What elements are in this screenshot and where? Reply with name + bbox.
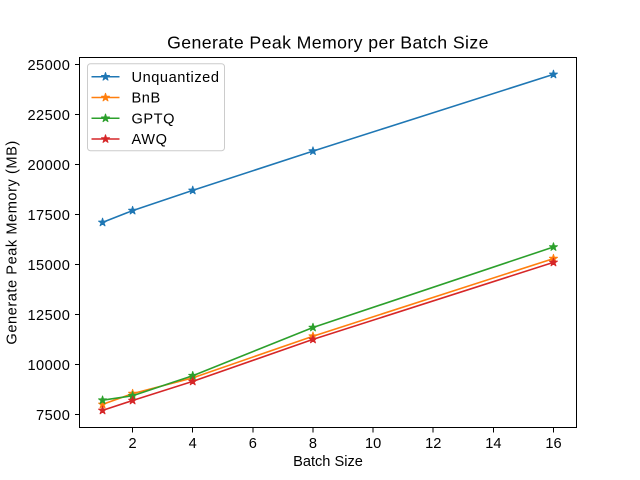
svg-text:20000: 20000 (27, 158, 70, 174)
svg-text:2: 2 (129, 436, 137, 452)
svg-text:16: 16 (545, 436, 561, 452)
svg-text:AWQ: AWQ (132, 132, 168, 148)
svg-text:15000: 15000 (27, 258, 70, 274)
svg-text:25000: 25000 (27, 58, 70, 74)
svg-text:GPTQ: GPTQ (132, 111, 176, 127)
svg-text:14: 14 (485, 436, 501, 452)
svg-text:Unquantized: Unquantized (132, 70, 220, 86)
svg-text:10000: 10000 (27, 358, 70, 374)
svg-text:17500: 17500 (27, 208, 70, 224)
svg-text:6: 6 (249, 436, 257, 452)
svg-text:12500: 12500 (27, 308, 70, 324)
svg-text:Generate Peak Memory (MB): Generate Peak Memory (MB) (5, 140, 21, 344)
svg-text:8: 8 (309, 436, 317, 452)
svg-text:10: 10 (365, 436, 381, 452)
svg-text:7500: 7500 (36, 408, 70, 424)
svg-text:Batch Size: Batch Size (293, 454, 363, 470)
svg-text:12: 12 (425, 436, 441, 452)
svg-text:Generate Peak Memory per Batch: Generate Peak Memory per Batch Size (167, 32, 489, 52)
svg-text:4: 4 (189, 436, 197, 452)
svg-text:BnB: BnB (132, 91, 161, 107)
svg-text:22500: 22500 (27, 108, 70, 124)
